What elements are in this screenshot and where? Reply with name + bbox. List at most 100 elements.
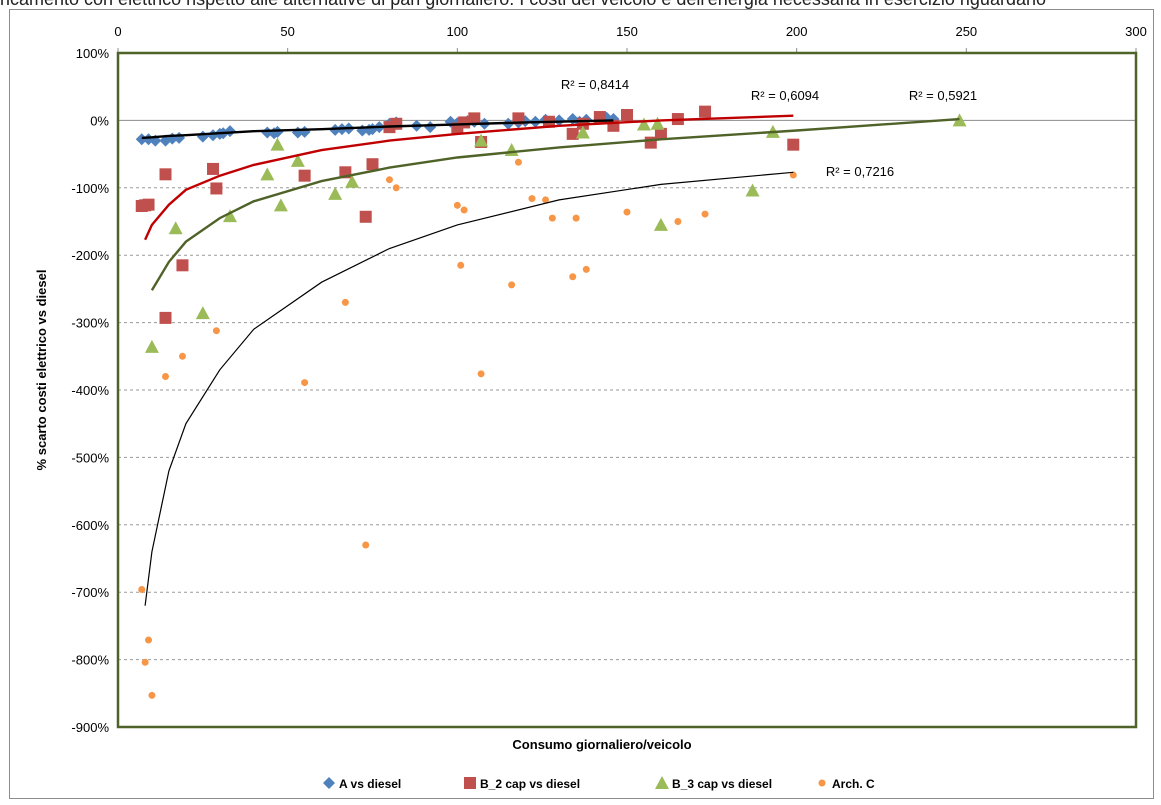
x-tick-label: 300 [1125, 24, 1147, 39]
x-tick-label: 250 [955, 24, 977, 39]
data-point [653, 217, 668, 231]
data-point [569, 273, 577, 281]
data-point [273, 198, 288, 212]
data-point [168, 221, 183, 235]
data-point [655, 776, 669, 789]
data-point [144, 339, 159, 353]
data-point [745, 183, 760, 197]
data-point [207, 162, 220, 175]
data-point [553, 114, 566, 127]
x-tick-label: 0 [114, 24, 121, 39]
data-point [341, 298, 349, 306]
legend-label: A vs diesel [339, 777, 401, 791]
data-point [270, 137, 285, 151]
y-tick-label: -200% [71, 248, 109, 263]
data-point [148, 691, 156, 699]
data-point [636, 117, 651, 131]
legend-label: Arch. C [832, 777, 875, 791]
data-point [508, 281, 516, 289]
y-tick-label: -900% [71, 720, 109, 735]
data-point [464, 777, 476, 789]
y-tick-label: 0% [90, 113, 109, 128]
data-point [176, 259, 189, 272]
y-tick-label: 100% [76, 46, 110, 61]
r-squared-label: R² = 0,6094 [751, 88, 819, 103]
data-point [385, 176, 393, 184]
data-point [548, 214, 556, 222]
data-point [359, 210, 372, 223]
plot-border [116, 51, 1138, 729]
y-tick-label: -300% [71, 316, 109, 331]
y-tick-label: -400% [71, 383, 109, 398]
data-point [787, 138, 800, 151]
data-point [390, 117, 403, 130]
legend-item: B_2 cap vs diesel [464, 777, 580, 791]
data-point [135, 133, 148, 146]
legend-label: B_2 cap vs diesel [480, 777, 580, 791]
y-axis-title: % scarto costi elettrico vs diesel [34, 270, 49, 471]
data-point [542, 196, 550, 204]
data-point [621, 109, 633, 122]
data-point [701, 210, 709, 218]
data-point [141, 658, 149, 666]
data-point [607, 119, 620, 132]
y-tick-label: -700% [71, 585, 109, 600]
legend-item: B_3 cap vs diesel [655, 776, 772, 791]
data-point [260, 167, 275, 181]
data-point [650, 116, 665, 130]
data-point [572, 214, 580, 222]
x-tick-label: 150 [616, 24, 638, 39]
data-point [222, 209, 237, 223]
data-point [654, 127, 667, 140]
legend-item: Arch. C [818, 777, 875, 791]
data-point [460, 206, 468, 214]
data-point [301, 379, 309, 387]
data-point [366, 158, 379, 171]
x-tick-label: 200 [786, 24, 808, 39]
data-point [195, 306, 210, 320]
y-tick-label: -600% [71, 518, 109, 533]
legend-label: B_3 cap vs diesel [672, 777, 772, 791]
data-point [477, 370, 485, 378]
clipped-caption-text: ricamento con elettrico rispetto alle al… [0, 0, 1161, 11]
data-point [528, 195, 536, 203]
data-point [674, 218, 682, 225]
data-point [223, 125, 236, 138]
r-squared-label: R² = 0,5921 [909, 88, 977, 103]
data-point [323, 777, 335, 789]
data-point [178, 352, 186, 360]
data-point [271, 125, 284, 138]
data-point [345, 174, 360, 188]
y-tick-label: -500% [71, 450, 109, 465]
y-tick-label: -100% [71, 181, 109, 196]
trendline [144, 171, 794, 606]
data-point [474, 133, 489, 147]
data-point [159, 311, 172, 324]
data-point [138, 586, 146, 594]
legend-item: A vs diesel [323, 777, 401, 791]
data-point [623, 208, 631, 216]
trendline [144, 114, 794, 241]
data-point [468, 112, 481, 125]
data-point [142, 198, 155, 211]
trendline [150, 117, 960, 291]
data-point [514, 158, 522, 166]
data-point [145, 636, 153, 644]
data-point [818, 779, 826, 787]
x-tick-label: 50 [280, 24, 294, 39]
data-point [328, 186, 343, 200]
data-point [392, 184, 400, 192]
x-axis-title: Consumo giornaliero/veicolo [512, 737, 691, 752]
data-point [159, 168, 172, 181]
data-point [210, 182, 223, 195]
r-squared-label: R² = 0,8414 [561, 77, 629, 92]
data-point [298, 169, 311, 182]
trendline [141, 119, 614, 140]
chart-frame [9, 9, 1154, 799]
series-b-3-cap-vs-diesel [144, 113, 967, 353]
data-point [457, 261, 465, 269]
data-point [566, 127, 579, 140]
data-point [699, 105, 712, 118]
series-arch-c [138, 158, 797, 699]
data-point [362, 541, 370, 549]
